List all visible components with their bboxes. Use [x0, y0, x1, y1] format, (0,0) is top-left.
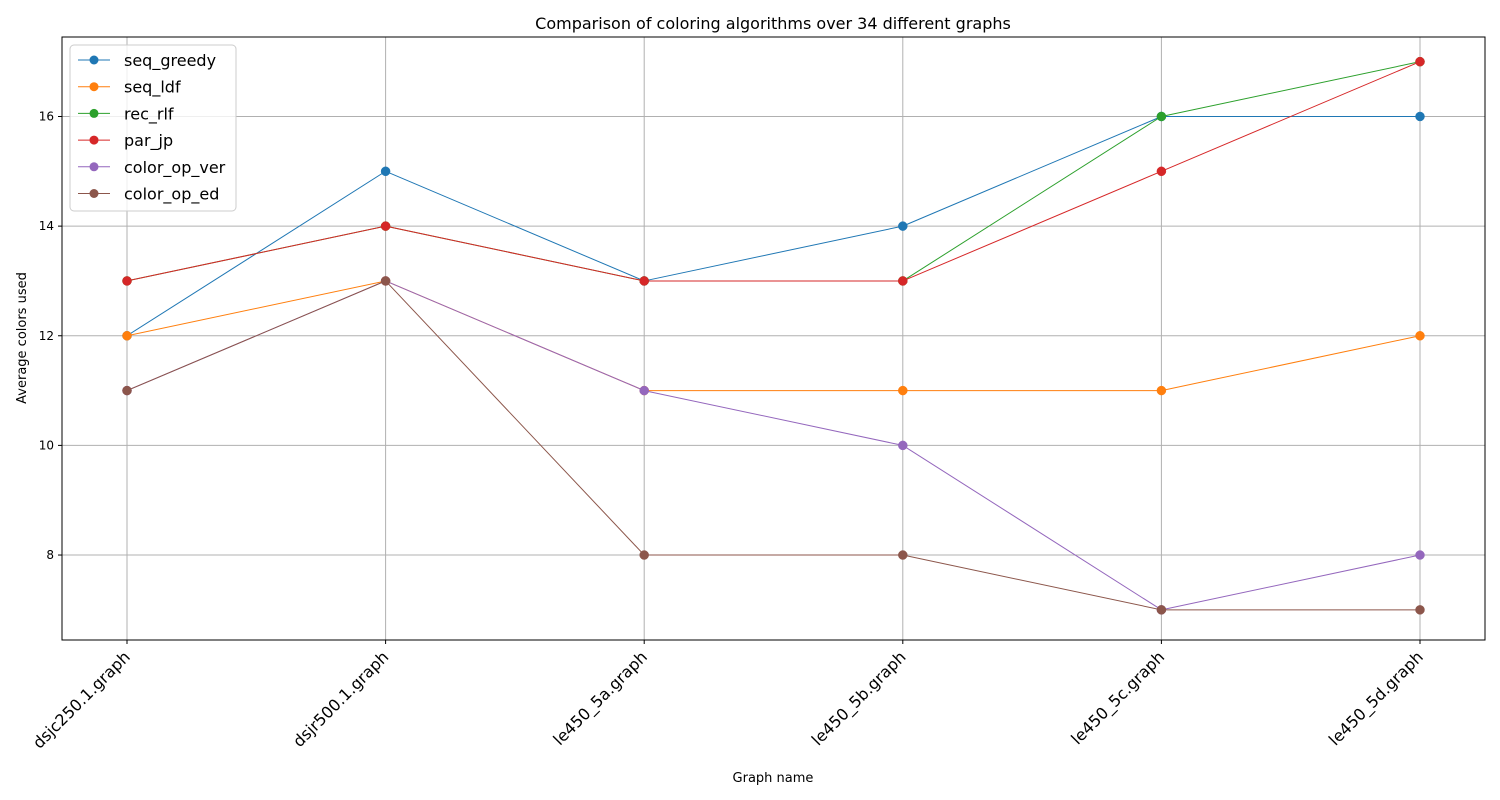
data-point-color_op_ed	[380, 276, 391, 286]
data-point-color_op_ver	[1415, 550, 1425, 560]
data-point-color_op_ed	[639, 550, 649, 560]
x-tick-label: dsjr500.1.graph	[289, 647, 392, 750]
data-point-rec_rlf	[1156, 111, 1167, 122]
data-point-seq_greedy	[1415, 111, 1425, 122]
legend-marker-seq_ldf	[89, 82, 99, 92]
plot-background	[62, 37, 1485, 640]
y-tick-label: 16	[39, 109, 54, 123]
data-point-color_op_ver	[639, 385, 649, 396]
series-line-seq_greedy	[126, 115, 1420, 337]
y-tick-label: 12	[39, 329, 54, 343]
data-point-par_jp	[898, 276, 908, 286]
x-axis-label: Graph name	[733, 771, 814, 786]
plot-frame	[61, 36, 1486, 641]
legend: seq_greedy seq_ldf rec_rlf par_jp color_op_v…	[69, 44, 237, 212]
data-point-seq_ldf	[1415, 331, 1425, 341]
series-layer	[122, 56, 1425, 615]
x-tick-label: le450_5c.graph	[1067, 647, 1169, 749]
y-tick-label: 10	[39, 438, 54, 452]
x-tick-label: le450_5b.graph	[808, 647, 911, 750]
data-point-seq_greedy	[898, 221, 908, 231]
legend-marker-seq_greedy	[89, 55, 99, 65]
legend-label-color_op_ver: color_op_ver	[124, 158, 226, 178]
x-tick-label: le450_5a.graph	[549, 647, 651, 749]
x-axis: dsjc250.1.graph dsjr500.1.graph le450_5a.g…	[29, 640, 1428, 752]
series-line-seq_ldf	[126, 280, 1421, 392]
data-point-par_jp	[122, 276, 132, 286]
x-tick-label: le450_5d.graph	[1325, 647, 1428, 750]
legend-marker-par_jp	[89, 135, 99, 145]
data-point-seq_ldf	[122, 331, 132, 341]
data-point-color_op_ed	[1156, 605, 1167, 615]
y-tick-label: 14	[39, 219, 54, 233]
legend-label-par_jp: par_jp	[124, 131, 173, 151]
y-axis: 8 10 12 14 16	[39, 109, 62, 562]
data-point-par_jp	[639, 276, 649, 286]
data-point-par_jp	[1415, 56, 1425, 67]
legend-label-seq_ldf: seq_ldf	[124, 78, 181, 98]
legend-label-seq_greedy: seq_greedy	[124, 51, 216, 71]
data-point-seq_ldf	[898, 385, 908, 396]
series-line-par_jp	[126, 61, 1421, 282]
x-tick-label: dsjc250.1.graph	[29, 647, 134, 752]
legend-label-rec_rlf: rec_rlf	[124, 104, 174, 124]
chart-title: Comparison of coloring algorithms over 3…	[535, 14, 1011, 33]
legend-label-color_op_ed: color_op_ed	[124, 185, 219, 205]
data-point-color_op_ver	[898, 440, 908, 451]
legend-box	[69, 44, 237, 212]
data-point-seq_greedy	[380, 166, 391, 177]
data-point-color_op_ed	[122, 385, 132, 396]
y-tick-label: 8	[46, 548, 54, 562]
series-line-color_op_ed	[126, 280, 1420, 611]
data-point-par_jp	[1156, 166, 1167, 177]
legend-marker-color_op_ver	[89, 162, 99, 172]
data-point-seq_ldf	[1156, 385, 1167, 396]
legend-marker-rec_rlf	[89, 108, 99, 118]
data-point-par_jp	[380, 221, 391, 231]
data-point-color_op_ed	[1415, 605, 1425, 615]
data-point-color_op_ed	[898, 550, 908, 560]
legend-marker-color_op_ed	[89, 189, 99, 198]
y-axis-label: Average colors used	[15, 272, 30, 404]
